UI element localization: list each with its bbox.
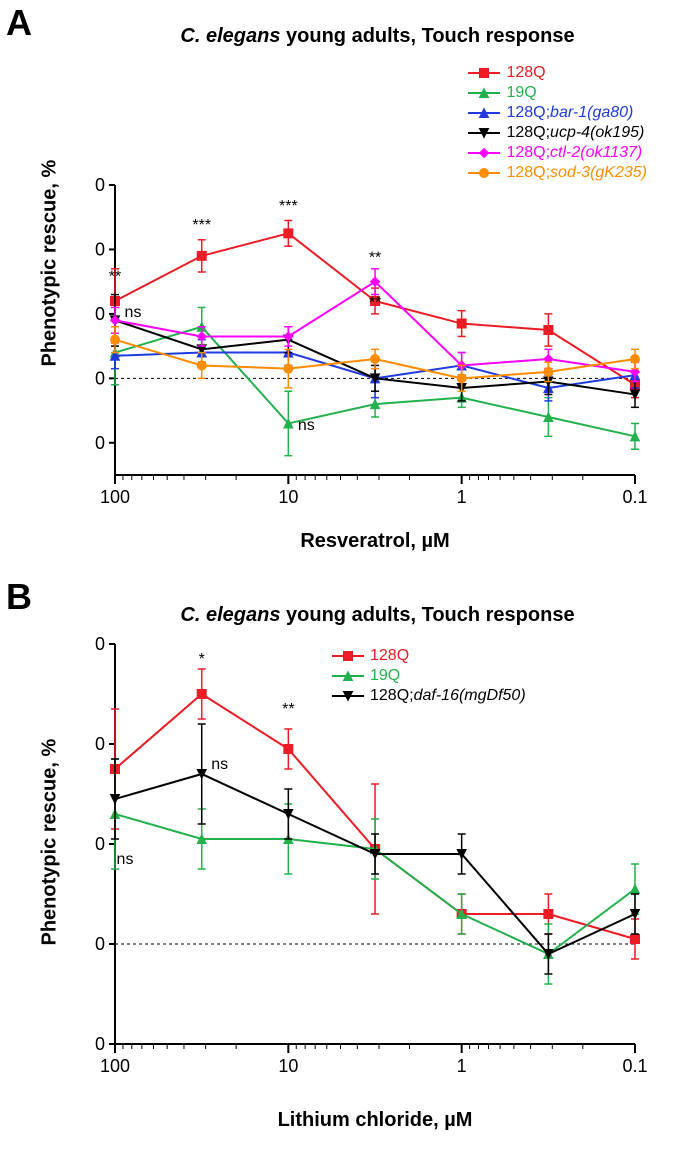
chart-a-title: C. elegans young adults, Touch response: [0, 0, 675, 48]
legend-item: 128Q;ctl-2(ok1137): [466, 143, 647, 162]
chart-a: -1001020301001010.1**ns**********ns Phen…: [95, 55, 655, 515]
svg-text:***: ***: [279, 198, 298, 215]
legend-item: 128Q: [466, 63, 647, 82]
svg-text:ns: ns: [125, 304, 142, 321]
svg-text:10: 10: [95, 304, 105, 324]
legend-item: 128Q;bar-1(ga80): [466, 103, 647, 122]
legend-item: 19Q: [330, 666, 526, 685]
panel-b-label: B: [6, 576, 32, 618]
svg-text:**: **: [369, 294, 381, 311]
svg-text:20: 20: [95, 734, 105, 754]
svg-text:0: 0: [95, 368, 105, 388]
chart-b-xlabel: Lithium chloride, µM: [95, 1109, 655, 1132]
svg-text:-10: -10: [95, 1034, 105, 1054]
svg-text:1: 1: [457, 1056, 467, 1076]
svg-text:100: 100: [100, 487, 130, 507]
svg-text:-10: -10: [95, 433, 105, 453]
svg-text:0: 0: [95, 934, 105, 954]
legend-item: 128Q: [330, 646, 526, 665]
chart-b: -1001020301001010.1ns*ns** Phenotypic re…: [95, 634, 655, 1094]
svg-text:*: *: [199, 651, 205, 668]
chart-a-legend: 128Q19Q128Q;bar-1(ga80)128Q;ucp-4(ok195)…: [466, 63, 647, 183]
svg-text:30: 30: [95, 634, 105, 654]
legend-item: 128Q;daf-16(mgDf50): [330, 686, 526, 705]
svg-text:0.1: 0.1: [622, 1056, 647, 1076]
chart-b-ylabel: Phenotypic rescue, %: [39, 746, 62, 946]
chart-a-ylabel: Phenotypic rescue, %: [39, 167, 62, 367]
chart-b-legend: 128Q19Q128Q;daf-16(mgDf50): [330, 646, 526, 706]
svg-text:100: 100: [100, 1056, 130, 1076]
svg-text:ns: ns: [298, 417, 315, 434]
legend-item: 128Q;sod-3(gK235): [466, 163, 647, 182]
svg-text:20: 20: [95, 239, 105, 259]
svg-text:***: ***: [192, 217, 211, 234]
svg-text:10: 10: [278, 487, 298, 507]
legend-item: 128Q;ucp-4(ok195): [466, 123, 647, 142]
legend-item: 19Q: [466, 83, 647, 102]
svg-text:**: **: [282, 701, 294, 718]
svg-text:**: **: [109, 269, 121, 286]
svg-text:**: **: [369, 249, 381, 266]
panel-a-label: A: [6, 2, 32, 44]
svg-text:1: 1: [457, 487, 467, 507]
svg-text:ns: ns: [117, 851, 134, 868]
svg-text:10: 10: [278, 1056, 298, 1076]
svg-text:ns: ns: [211, 756, 228, 773]
chart-b-title: C. elegans young adults, Touch response: [0, 584, 675, 627]
svg-text:0.1: 0.1: [622, 487, 647, 507]
svg-text:10: 10: [95, 834, 105, 854]
chart-a-xlabel: Resveratrol, µM: [95, 530, 655, 553]
svg-text:30: 30: [95, 175, 105, 195]
